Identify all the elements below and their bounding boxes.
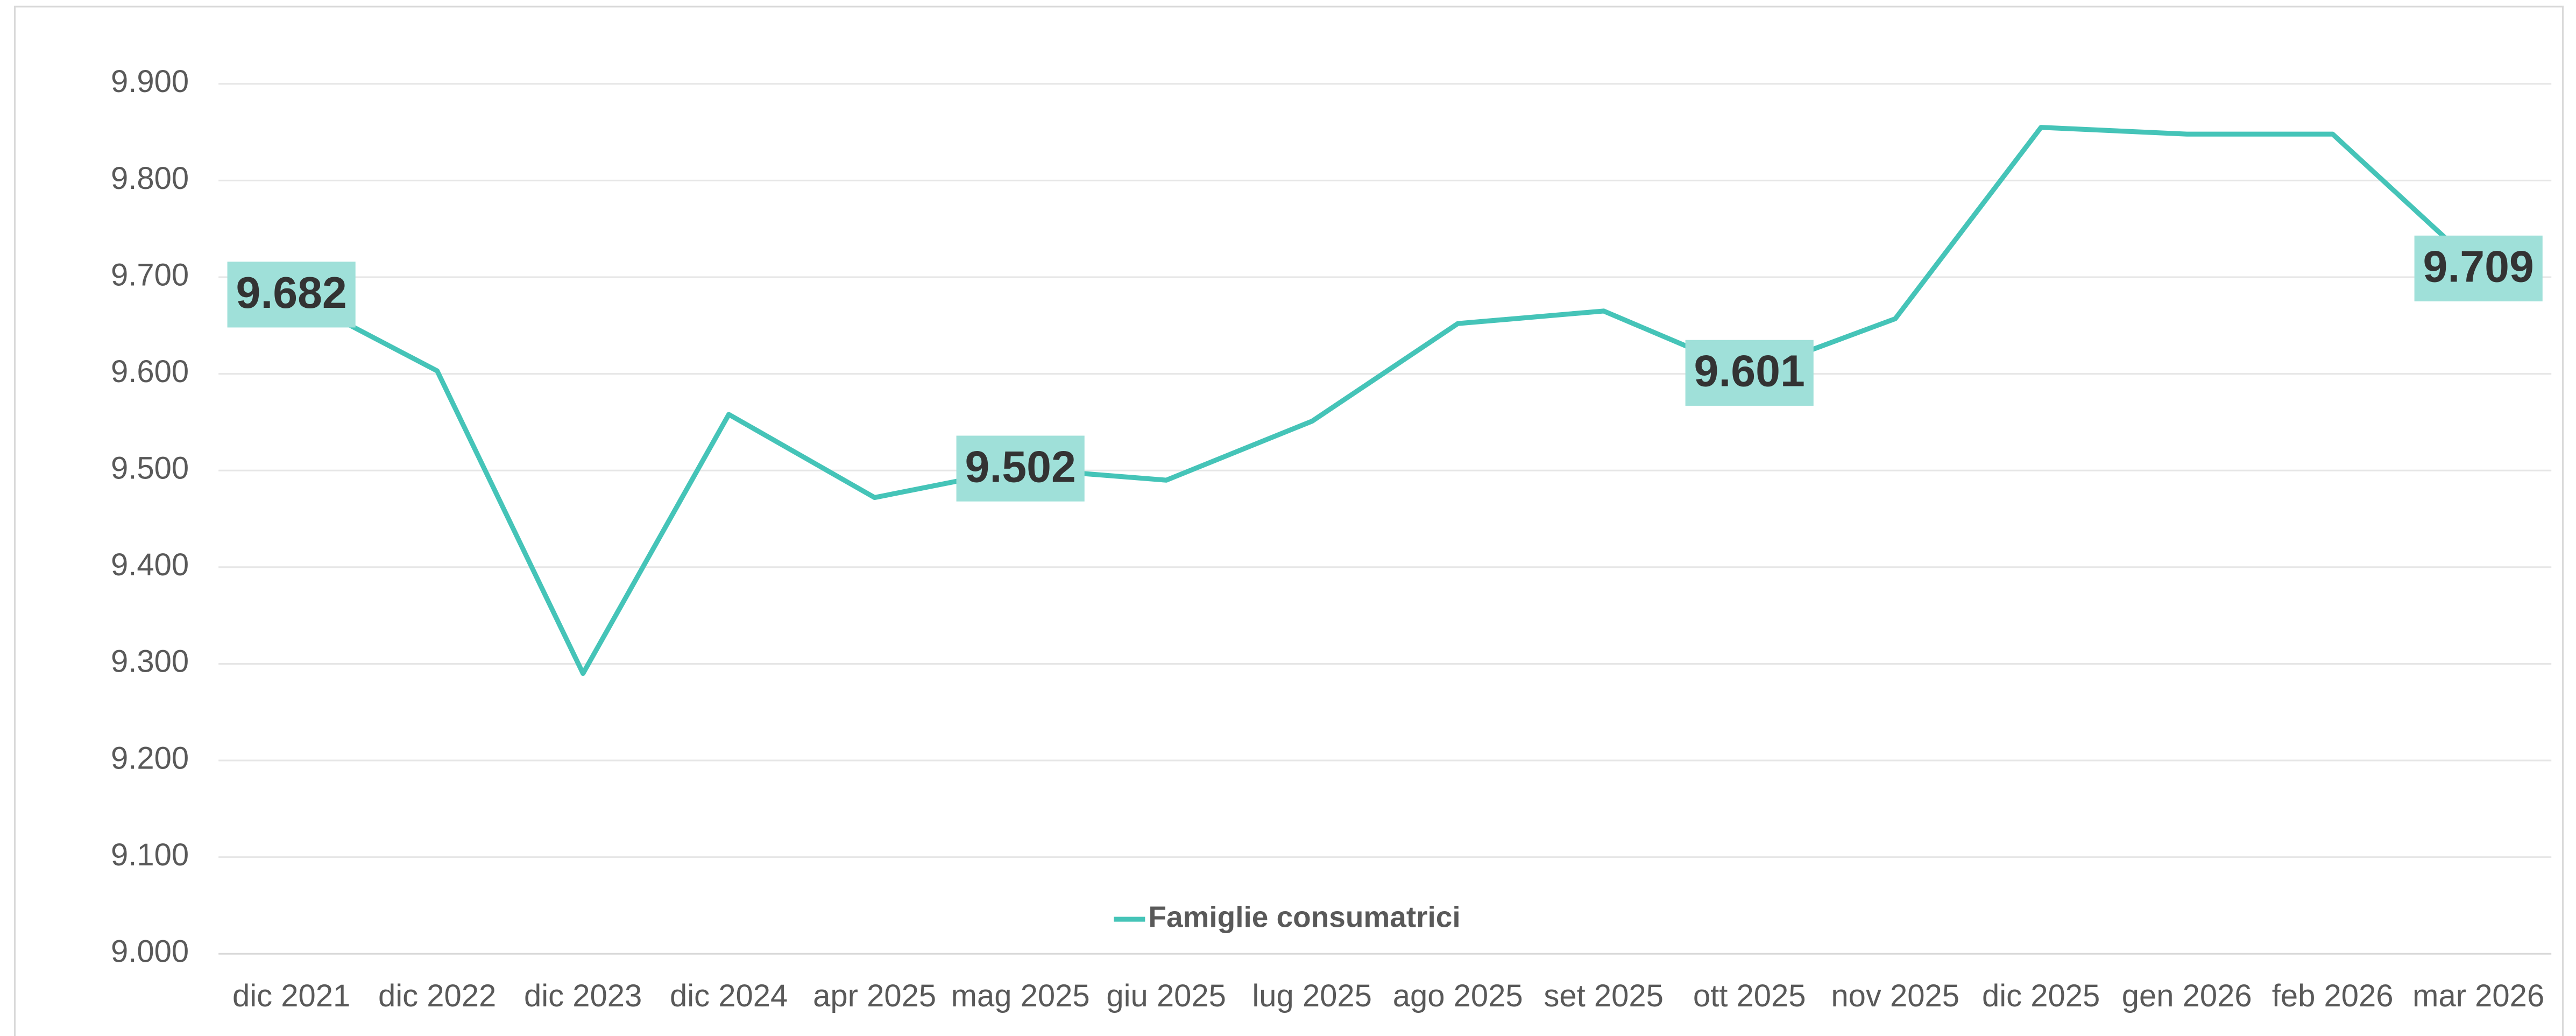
y-tick-label: 9.300 [111, 644, 189, 679]
x-tick-label: giu 2025 [1106, 978, 1226, 1013]
y-tick-label: 9.600 [111, 354, 189, 389]
x-tick-label: dic 2022 [378, 978, 496, 1013]
x-tick-label: ago 2025 [1393, 978, 1523, 1013]
x-tick-label: mag 2025 [951, 978, 1090, 1013]
x-tick-label: dic 2025 [1982, 978, 2100, 1013]
y-tick-label: 9.200 [111, 741, 189, 776]
data-label-box [956, 435, 1085, 502]
y-tick-label: 9.400 [111, 547, 189, 582]
y-tick-label: 9.900 [111, 64, 189, 99]
data-label: 9.502 [965, 442, 1075, 491]
x-tick-label: ott 2025 [1693, 978, 1806, 1013]
data-label: 9.601 [1694, 347, 1805, 396]
x-tick-label: feb 2026 [2272, 978, 2394, 1013]
x-tick-label: lug 2025 [1252, 978, 1372, 1013]
y-tick-label: 9.800 [111, 161, 189, 196]
legend-label: Famiglie consumatrici [1148, 900, 1460, 934]
data-label-box [1685, 340, 1814, 406]
data-label-box [227, 262, 356, 328]
x-tick-label: dic 2021 [232, 978, 350, 1013]
chart-border [13, 5, 2564, 1036]
y-tick-label: 9.500 [111, 451, 189, 486]
data-label: 9.682 [236, 268, 346, 318]
x-tick-label: dic 2024 [670, 978, 788, 1013]
y-tick-label: 9.700 [111, 257, 189, 292]
x-tick-label: mar 2026 [2412, 978, 2544, 1013]
x-tick-label: set 2025 [1544, 978, 1664, 1013]
data-label: 9.709 [2423, 242, 2534, 292]
x-tick-label: gen 2026 [2122, 978, 2252, 1013]
x-tick-label: nov 2025 [1831, 978, 1959, 1013]
x-tick-label: dic 2023 [524, 978, 642, 1013]
x-tick-label: apr 2025 [813, 978, 936, 1013]
y-tick-label: 9.000 [111, 934, 189, 969]
y-tick-label: 9.100 [111, 837, 189, 872]
line-series [290, 125, 2480, 676]
data-label-box [2414, 235, 2543, 301]
